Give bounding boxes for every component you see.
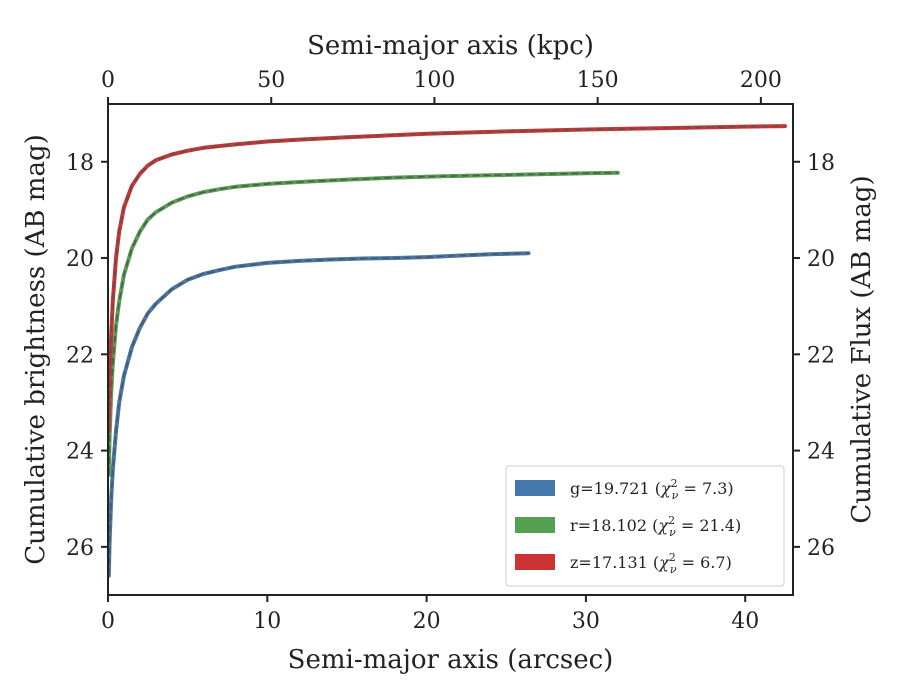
legend-label-r: r=18.102 (χ2 ν = 21.4) <box>570 514 741 539</box>
series-z-model-line <box>108 125 786 432</box>
x-top-tick-label: 150 <box>577 68 619 93</box>
series-g-line <box>108 251 531 578</box>
y-axis-title: Cumulative brightness (AB mag) <box>21 134 51 565</box>
legend-swatch-r <box>515 517 555 533</box>
x-top-tick-label: 100 <box>413 68 455 93</box>
y-right-tick-label: 18 <box>807 151 835 176</box>
y-right-tick-label: 26 <box>807 536 835 561</box>
plot-frame <box>107 103 794 596</box>
y-tick-label: 26 <box>66 536 94 561</box>
y-right-tick-label: 24 <box>807 440 835 465</box>
y-tick-label: 24 <box>66 440 94 465</box>
x-top-tick-label: 50 <box>257 68 285 93</box>
y-right-tick-label: 20 <box>807 247 835 272</box>
x-axis-title: Semi-major axis (arcsec) <box>288 645 614 675</box>
x-axis-top-title: Semi-major axis (kpc) <box>307 31 594 61</box>
y-axis-right: 18 20 22 24 26 <box>793 151 835 561</box>
series-r-model-line <box>108 172 618 475</box>
y-tick-label: 18 <box>66 151 94 176</box>
x-tick-label: 30 <box>572 609 600 634</box>
y-tick-label: 22 <box>66 343 94 368</box>
x-tick-label: 10 <box>253 609 281 634</box>
x-axis-top: 0 50 100 150 200 <box>101 68 782 104</box>
x-tick-label: 20 <box>413 609 441 634</box>
x-tick-label: 0 <box>101 609 115 634</box>
y-axis-left: 18 20 22 24 26 <box>66 151 108 561</box>
legend-label-g: g=19.721 (χ2 ν = 7.3) <box>570 477 734 502</box>
curve-layer <box>108 124 787 578</box>
legend-swatch-g <box>515 480 555 496</box>
series-g-model-line <box>108 252 529 576</box>
x-tick-label: 40 <box>731 609 759 634</box>
x-top-tick-label: 0 <box>101 68 115 93</box>
legend-label-z: z=17.131 (χ2 ν = 6.7) <box>570 551 732 576</box>
legend: g=19.721 (χ2 ν = 7.3) r=18.102 (χ2 ν = 21.4… <box>505 465 785 587</box>
legend-swatch-z <box>515 554 555 570</box>
y-right-tick-label: 22 <box>807 343 835 368</box>
x-axis-bottom: 0 10 20 30 40 <box>101 595 759 634</box>
y-axis-right-title: Cumulative Flux (AB mag) <box>847 175 877 523</box>
x-top-tick-label: 200 <box>740 68 782 93</box>
legend-frame <box>505 465 785 587</box>
y-tick-label: 20 <box>66 247 94 272</box>
series-z-line <box>108 124 787 434</box>
series-r-line <box>108 170 620 477</box>
